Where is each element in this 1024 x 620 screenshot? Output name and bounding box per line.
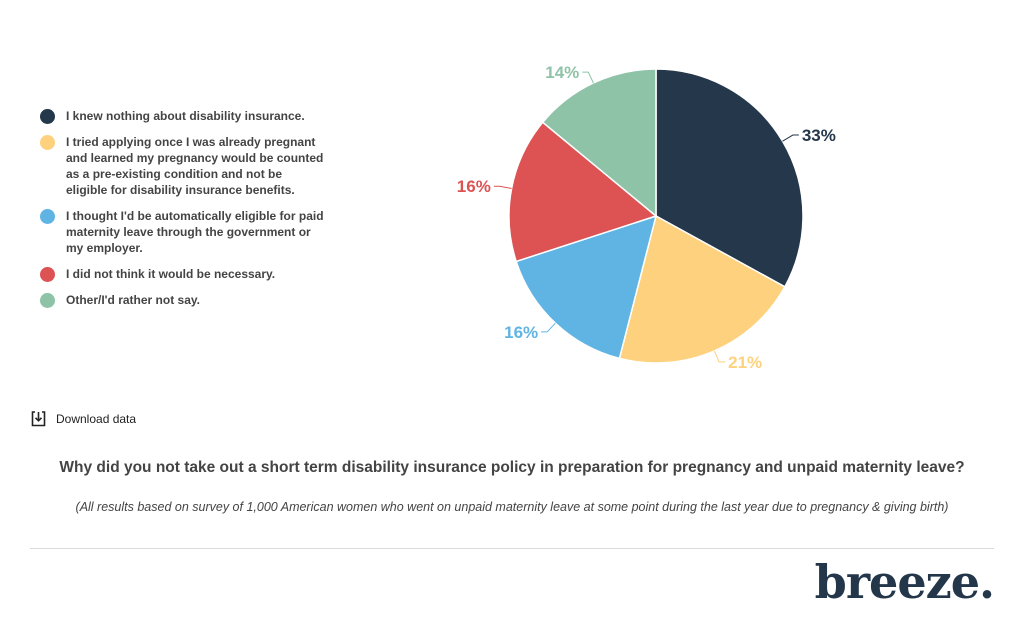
legend-swatch [40,293,55,308]
label-connector [541,322,556,333]
pie-slice [508,121,658,263]
data-label: 33% [802,126,836,145]
divider [30,548,994,549]
legend-swatch [40,109,55,124]
pie-slice [655,68,804,288]
download-data-button[interactable]: Download data [30,410,136,427]
label-connector [713,350,726,363]
data-label: 16% [504,323,538,342]
legend-item: I knew nothing about disability insuranc… [40,108,325,124]
legend-label: I knew nothing about disability insuranc… [66,109,305,123]
legend-label: I did not think it would be necessary. [66,267,276,281]
legend-item: I did not think it would be necessary. [40,266,325,282]
legend-swatch [40,209,55,224]
label-connector [782,134,799,142]
label-connector [582,71,594,84]
label-connector [493,185,512,189]
legend-item: Other/I'd rather not say. [40,292,325,308]
chart-subtitle: (All results based on survey of 1,000 Am… [75,500,949,514]
data-label: 14% [545,63,579,82]
legend-item: I thought I'd be automatically eligible … [40,208,325,256]
legend-label: I tried applying once I was already preg… [66,135,324,197]
pie-slice [541,68,657,218]
legend-label: I thought I'd be automatically eligible … [66,209,324,255]
legend-item: I tried applying once I was already preg… [40,134,325,198]
chart-title: Why did you not take out a short term di… [59,459,965,476]
download-icon [31,411,46,427]
chart-legend: I knew nothing about disability insuranc… [40,108,325,318]
data-label: 16% [457,177,491,196]
legend-swatch [40,267,55,282]
download-data-label: Download data [56,411,137,426]
data-label: 21% [728,353,762,372]
legend-swatch [40,135,55,150]
legend-label: Other/I'd rather not say. [66,293,200,307]
brand-logo: breeze. [814,555,995,609]
pie-slice [515,214,658,360]
pie-chart: 33% 21% 16% 16% 14% [457,63,836,372]
